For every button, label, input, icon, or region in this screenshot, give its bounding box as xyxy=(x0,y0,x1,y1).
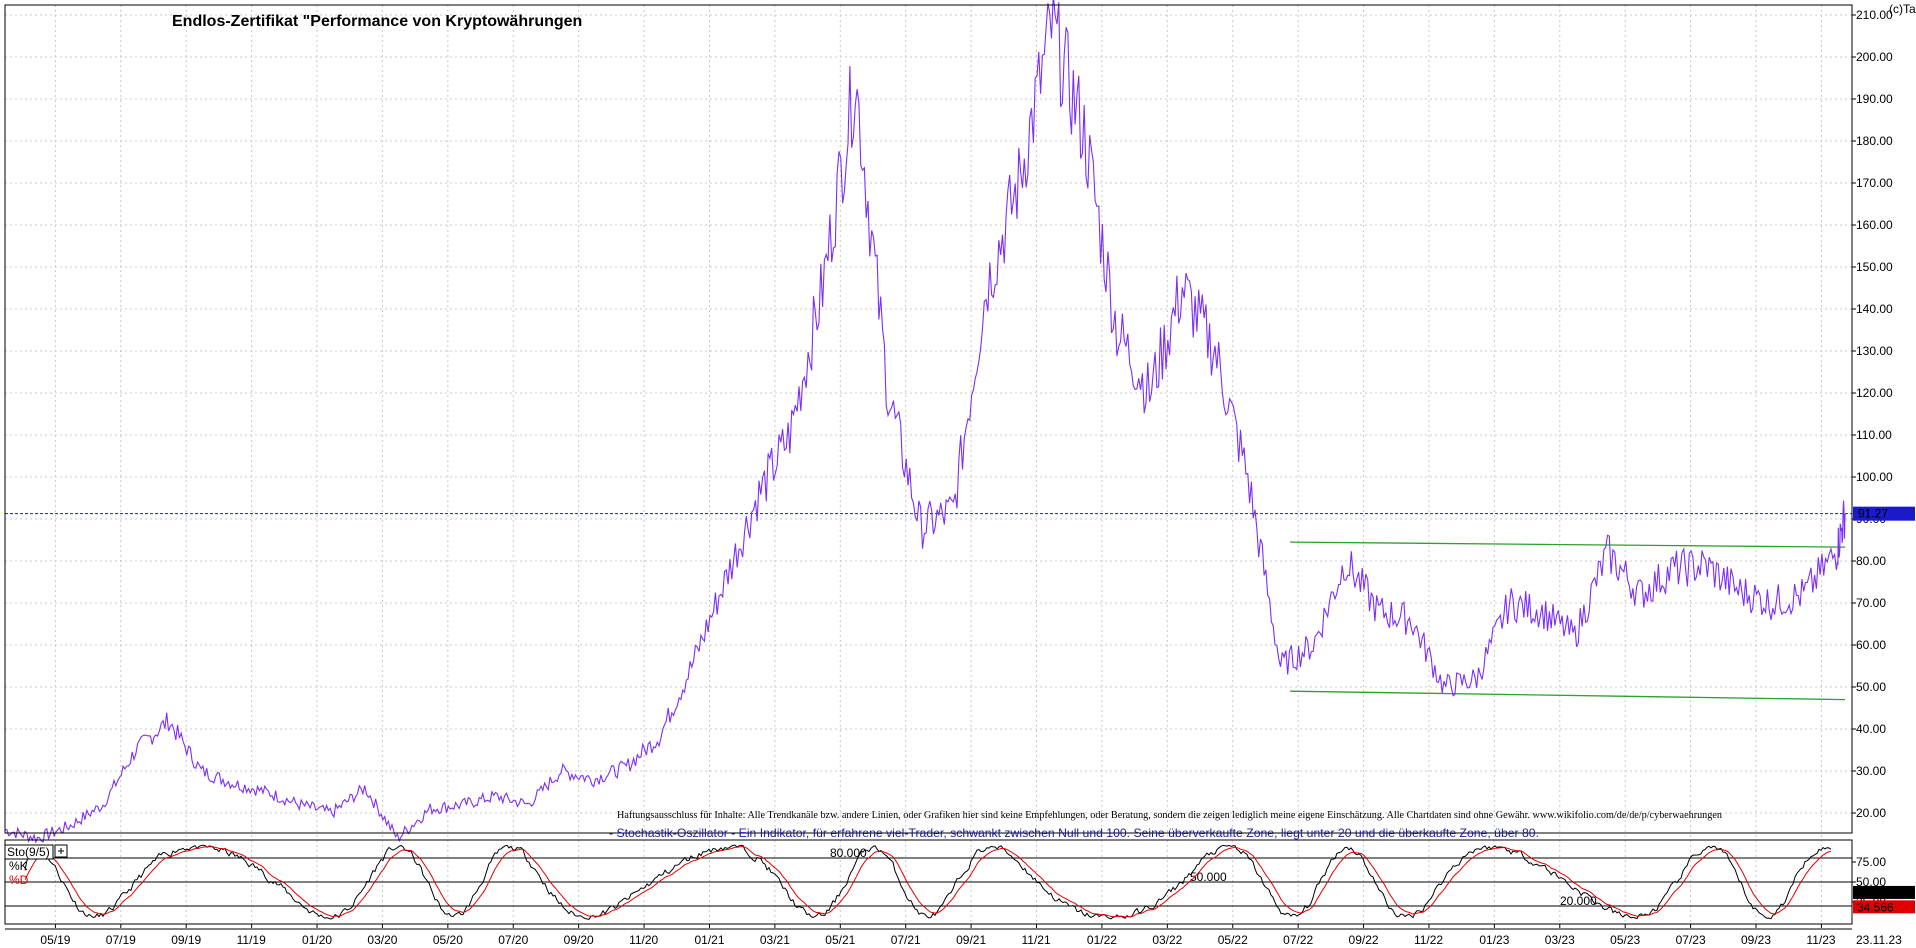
x-tick-label: 03/22 xyxy=(1152,933,1182,947)
x-tick-label: 01/20 xyxy=(302,933,332,947)
y-tick-label: 110.00 xyxy=(1856,428,1892,442)
grid xyxy=(5,5,1852,924)
y-tick-label: 20.00 xyxy=(1856,806,1886,820)
y-tick-label: 210.00 xyxy=(1856,8,1893,22)
stochastic-legend[interactable]: Sto(9/5) %K %D xyxy=(4,844,68,887)
y-tick-label: 200.00 xyxy=(1856,50,1893,64)
y-tick-label: 40.00 xyxy=(1856,722,1886,736)
x-tick-label: 07/20 xyxy=(498,933,528,947)
y-tick-label: 150.00 xyxy=(1856,260,1893,274)
x-tick-label: 11/20 xyxy=(629,933,658,947)
stoch-d-value: 34.566 xyxy=(1857,900,1894,914)
y-tick-label: 160.00 xyxy=(1856,218,1893,232)
stoch-d-line xyxy=(24,845,1832,918)
x-tick-label: 03/21 xyxy=(760,933,790,947)
stoch-k-legend: %K xyxy=(9,859,28,873)
x-tick-label: 05/20 xyxy=(433,933,463,947)
last-value-label: 91.27 xyxy=(1858,507,1888,521)
y-tick-label: 140.00 xyxy=(1856,302,1893,316)
x-tick-label: 01/22 xyxy=(1087,933,1117,947)
stoch-k-value: 36.343 xyxy=(1857,886,1894,900)
stoch-d-badge xyxy=(1853,900,1915,914)
y-tick-label: 70.00 xyxy=(1856,596,1886,610)
y-tick-label: 170.00 xyxy=(1856,176,1893,190)
y-tick-label: 80.00 xyxy=(1856,554,1886,568)
x-tick-label: 07/21 xyxy=(891,933,921,947)
x-tick-label: 09/21 xyxy=(956,933,986,947)
x-tick-label: 01/23 xyxy=(1479,933,1509,947)
x-tick-label: 11/22 xyxy=(1414,933,1443,947)
y-tick-label: 120.00 xyxy=(1856,386,1893,400)
x-tick-label: 07/19 xyxy=(106,933,136,947)
trend-channel xyxy=(1290,541,1846,701)
y-tick-label: 130.00 xyxy=(1856,344,1893,358)
last-value-badge xyxy=(1853,506,1915,521)
x-tick-label: 03/20 xyxy=(367,933,397,947)
stoch-k-line xyxy=(24,844,1832,920)
price-line xyxy=(4,0,1846,844)
stoch-d-legend: %D xyxy=(9,873,29,887)
oscillator-level-label: 50.000 xyxy=(1190,870,1227,884)
stoch-k-badge xyxy=(1853,885,1915,899)
y-tick-label: 30.00 xyxy=(1856,764,1886,778)
oscillator-level-label: 20.000 xyxy=(1560,894,1597,908)
axes: 20.0030.0040.0050.0060.0070.0080.0090.00… xyxy=(4,4,1915,947)
disclaimer-text: Haftungsausschluss für Inhalte: Alle Tre… xyxy=(617,810,1723,821)
y-tick-label: 100.00 xyxy=(1856,470,1893,484)
x-tick-label: 09/23 xyxy=(1741,933,1771,947)
x-tick-label: 11/21 xyxy=(1022,933,1051,947)
y-tick-label: 180.00 xyxy=(1856,134,1893,148)
x-tick-label: 07/23 xyxy=(1676,933,1706,947)
x-tick-label: 05/23 xyxy=(1610,933,1640,947)
trend-channel-lower xyxy=(1290,690,1846,701)
x-tick-label: 11/23 xyxy=(1806,933,1835,947)
oscillator-note: - Stochastik-Oszillator - Ein Indikator,… xyxy=(609,826,1539,840)
x-tick-label: 09/22 xyxy=(1349,933,1379,947)
x-tick-label: 01/21 xyxy=(694,933,724,947)
price-frame xyxy=(4,4,1853,834)
stochastic-panel: 80.000 50.000 20.000 xyxy=(5,844,1852,920)
x-last-date-label: 23.11.23 xyxy=(1856,933,1902,947)
price-series xyxy=(4,0,1846,844)
x-tick-label: 09/20 xyxy=(564,933,594,947)
osc-y-tick-label: 50.00 xyxy=(1856,875,1886,889)
trend-channel-upper xyxy=(1290,541,1846,548)
x-tick-label: 09/19 xyxy=(171,933,201,947)
oscillator-level-label: 80.000 xyxy=(830,846,867,860)
copyright-label: (c)Tai-Pan xyxy=(1889,2,1916,16)
x-tick-label: 05/19 xyxy=(40,933,70,947)
stochastic-indicator-label: Sto(9/5) xyxy=(7,845,50,859)
x-tick-label: 11/19 xyxy=(237,933,266,947)
x-tick-label: 05/22 xyxy=(1218,933,1248,947)
chart-title: Endlos-Zertifikat "Performance von Krypt… xyxy=(172,13,582,30)
y-tick-label: 50.00 xyxy=(1856,680,1886,694)
osc-y-tick-label: 75.00 xyxy=(1856,855,1886,869)
y-tick-label: 190.00 xyxy=(1856,92,1893,106)
x-tick-label: 07/22 xyxy=(1283,933,1313,947)
x-tick-label: 05/21 xyxy=(825,933,855,947)
x-tick-label: 03/23 xyxy=(1545,933,1575,947)
y-tick-label: 60.00 xyxy=(1856,638,1886,652)
